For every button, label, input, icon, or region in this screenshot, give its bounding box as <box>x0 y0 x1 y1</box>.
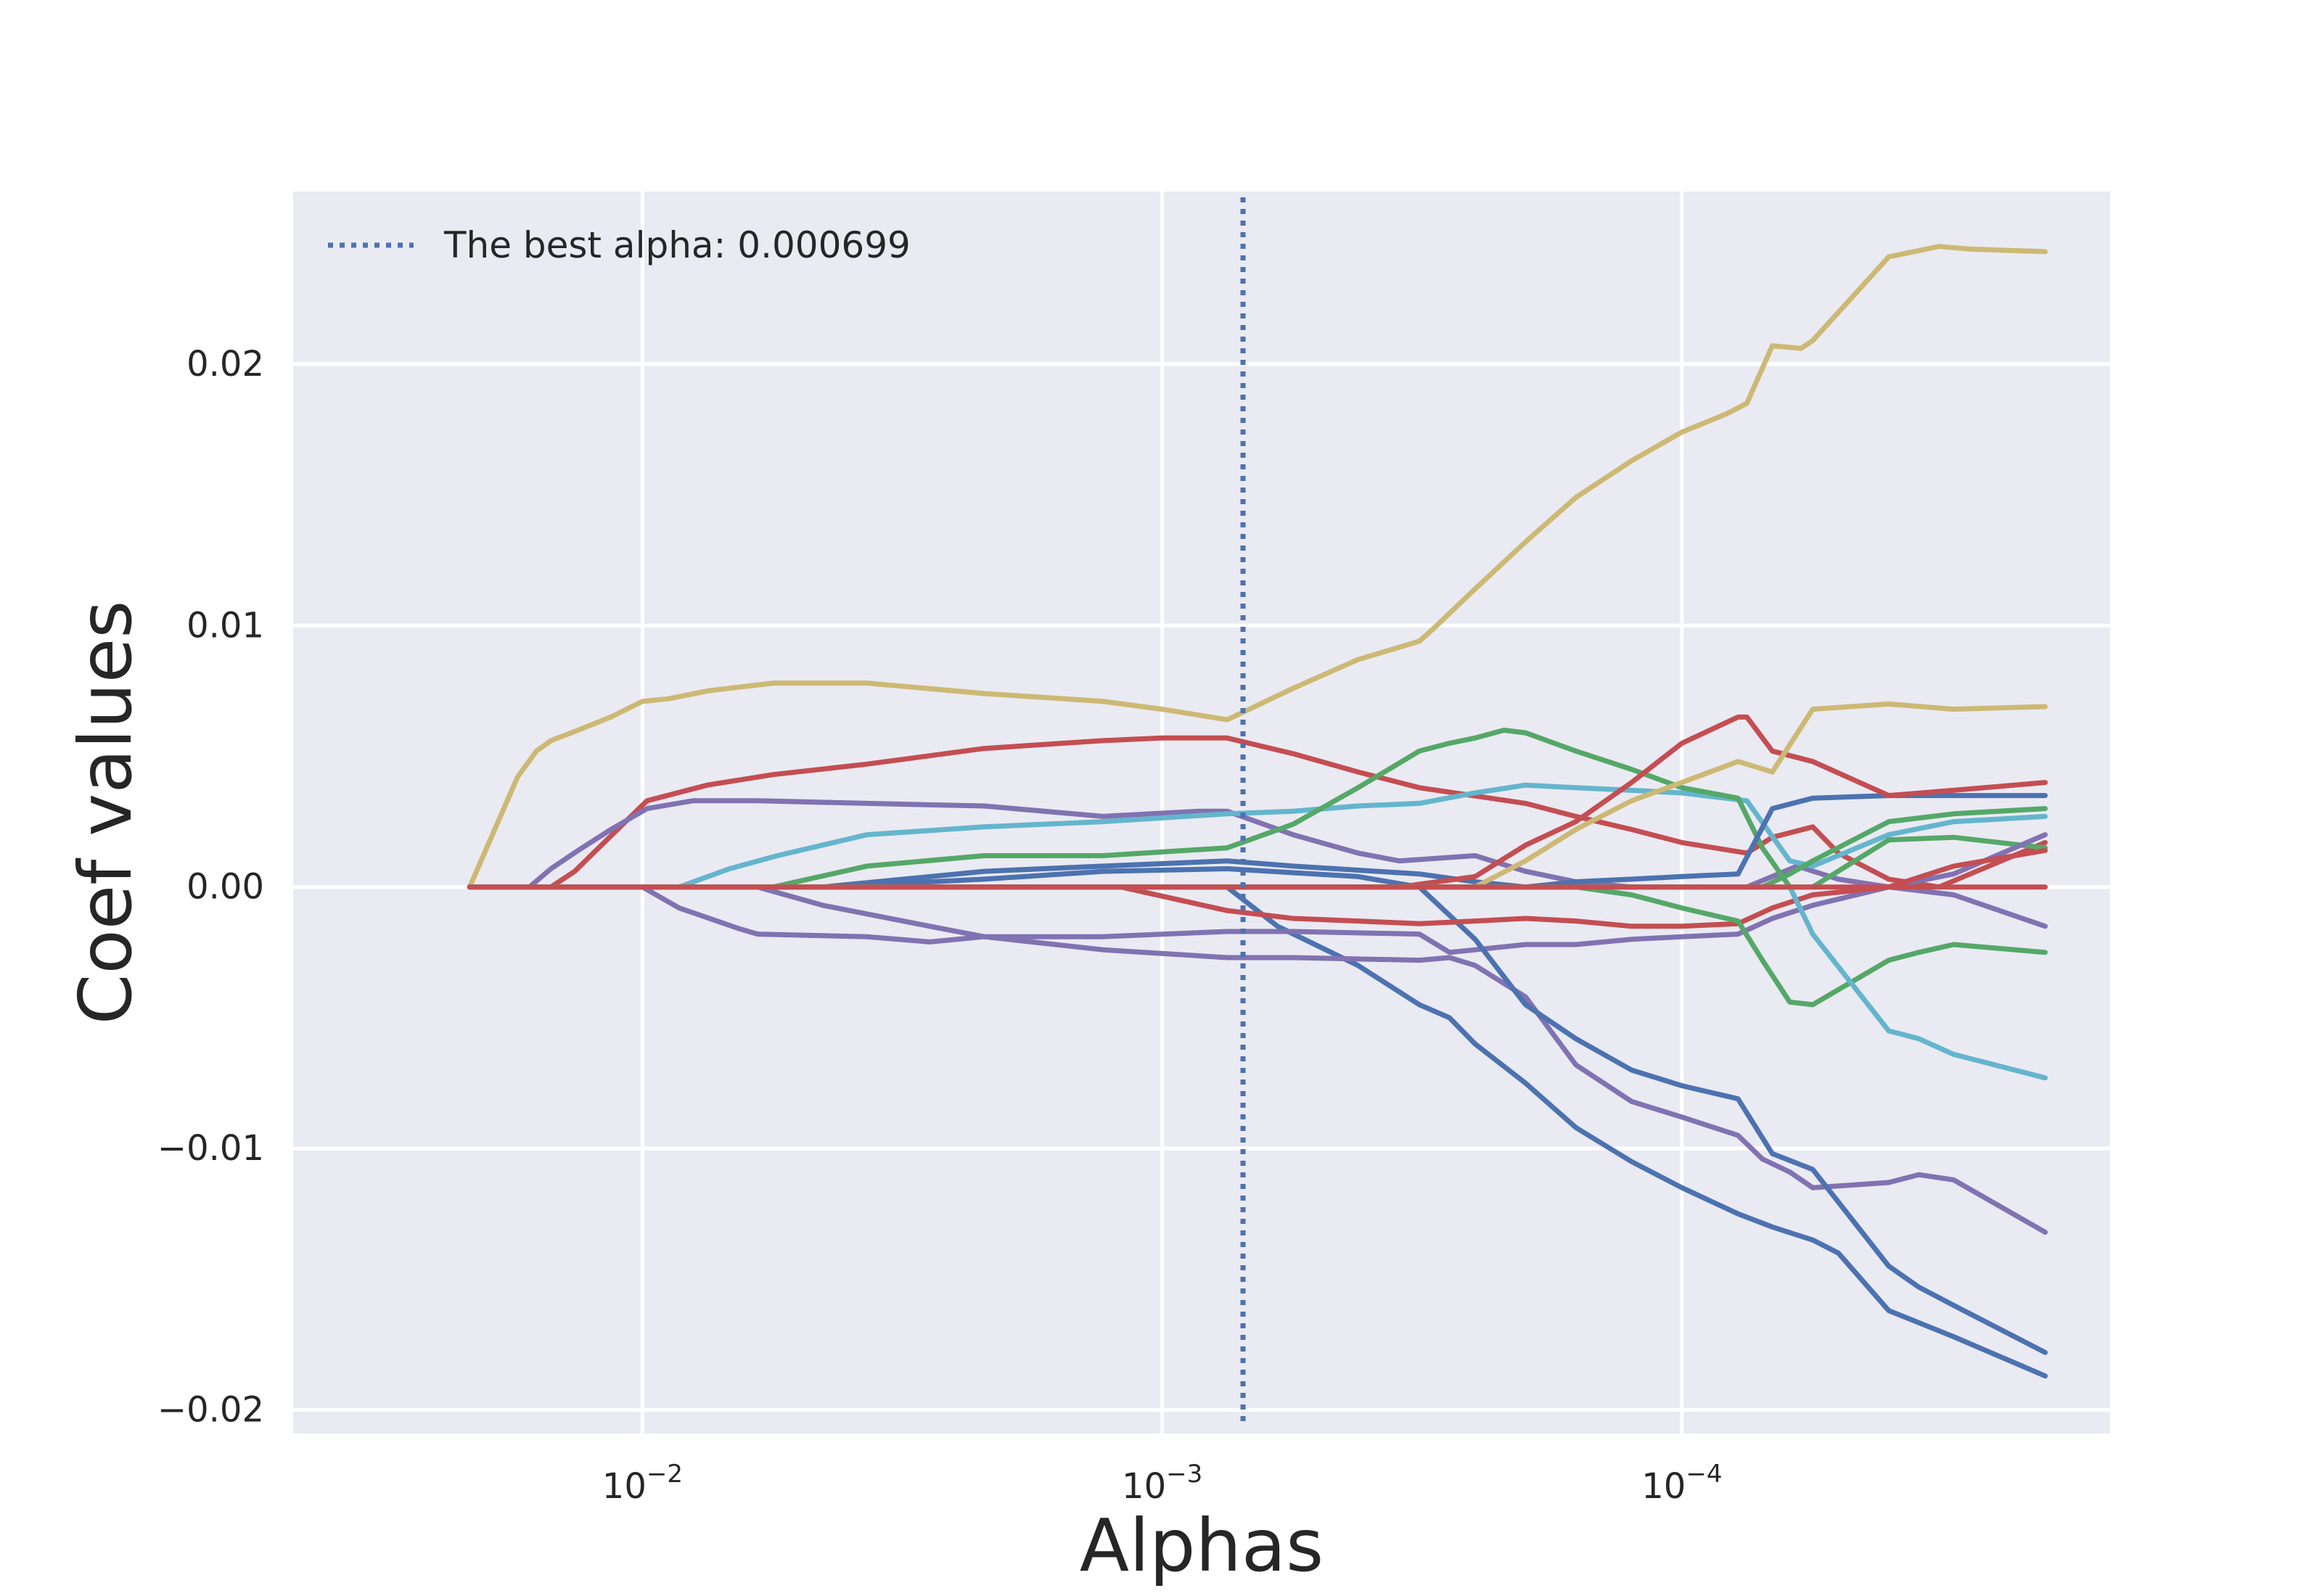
series-line-14 <box>467 884 2048 1008</box>
series-line-12 <box>467 714 2048 890</box>
x-tick-label-1: 10−3 <box>1122 1460 1202 1507</box>
y-tick-label-4: −0.02 <box>157 1390 264 1431</box>
series-line-8 <box>467 832 2048 955</box>
legend: The best alpha: 0.000699 <box>328 224 911 266</box>
x-tick-label-2: 10−4 <box>1641 1460 1722 1507</box>
y-tick-label-1: 0.01 <box>186 605 264 646</box>
series-line-9 <box>467 884 2048 1235</box>
x-tick-labels: 10−2 10−3 10−4 <box>602 1460 1723 1507</box>
series-line-11 <box>467 847 2048 929</box>
y-tick-label-3: −0.01 <box>157 1128 264 1169</box>
x-tick-label-0: 10−2 <box>602 1460 683 1507</box>
legend-label: The best alpha: 0.000699 <box>443 224 911 266</box>
y-tick-labels: 0.02 0.01 0.00 −0.01 −0.02 <box>157 344 264 1431</box>
series-line-2 <box>467 735 2048 890</box>
y-tick-label-2: 0.00 <box>186 867 264 908</box>
series-layer <box>467 244 2048 1379</box>
series-line-4 <box>467 782 2048 890</box>
series-line-13 <box>467 701 2048 890</box>
series-line-10 <box>467 866 2048 1355</box>
y-tick-label-0: 0.02 <box>186 344 264 384</box>
y-axis-label: Coef values <box>63 601 148 1025</box>
x-axis-label: Alphas <box>1080 1503 1324 1588</box>
series-line-1 <box>467 244 2048 890</box>
